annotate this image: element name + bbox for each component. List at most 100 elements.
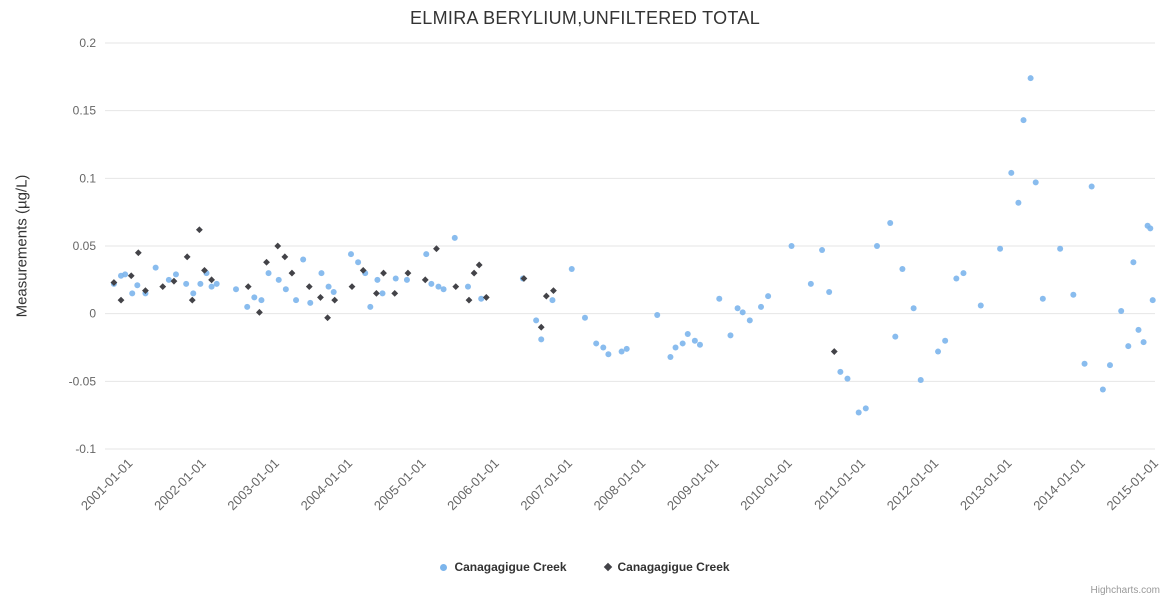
data-point-diamond[interactable] — [288, 269, 296, 277]
data-point-circle[interactable] — [1070, 291, 1077, 298]
data-point-circle[interactable] — [183, 280, 190, 287]
data-point-circle[interactable] — [887, 219, 894, 226]
data-point-diamond[interactable] — [348, 283, 356, 290]
data-point-diamond[interactable] — [188, 296, 196, 304]
data-point-diamond[interactable] — [542, 292, 550, 300]
data-point-diamond[interactable] — [201, 266, 208, 274]
data-point-diamond[interactable] — [452, 283, 460, 290]
data-point-diamond[interactable] — [305, 283, 313, 290]
data-point-circle[interactable] — [819, 247, 826, 254]
data-point-circle[interactable] — [727, 332, 734, 339]
data-point-diamond[interactable] — [550, 287, 557, 295]
data-point-circle[interactable] — [435, 283, 442, 290]
data-point-circle[interactable] — [190, 290, 197, 297]
data-point-diamond[interactable] — [159, 283, 167, 290]
data-point-circle[interactable] — [788, 243, 795, 249]
data-point-circle[interactable] — [746, 317, 753, 324]
data-point-circle[interactable] — [1135, 326, 1142, 333]
data-point-diamond[interactable] — [142, 287, 149, 295]
data-point-circle[interactable] — [618, 348, 625, 355]
data-point-circle[interactable] — [134, 282, 141, 289]
data-point-circle[interactable] — [716, 295, 723, 302]
data-point-circle[interactable] — [1008, 169, 1015, 176]
data-point-circle[interactable] — [684, 330, 691, 337]
data-point-circle[interactable] — [129, 290, 136, 297]
data-point-diamond[interactable] — [127, 272, 135, 280]
data-point-circle[interactable] — [910, 305, 917, 312]
data-point-circle[interactable] — [379, 290, 386, 297]
data-point-circle[interactable] — [213, 280, 220, 287]
data-point-circle[interactable] — [423, 251, 430, 258]
data-point-circle[interactable] — [1015, 199, 1022, 206]
data-point-circle[interactable] — [953, 275, 960, 282]
data-point-diamond[interactable] — [380, 269, 387, 277]
data-point-circle[interactable] — [152, 264, 159, 271]
data-point-circle[interactable] — [826, 289, 833, 296]
data-point-circle[interactable] — [244, 303, 251, 310]
data-point-circle[interactable] — [1081, 360, 1088, 367]
data-point-circle[interactable] — [307, 299, 314, 306]
data-point-circle[interactable] — [807, 280, 814, 287]
data-point-diamond[interactable] — [183, 253, 191, 261]
data-point-circle[interactable] — [1027, 75, 1034, 82]
data-point-circle[interactable] — [862, 405, 869, 412]
data-point-circle[interactable] — [367, 303, 374, 310]
data-point-circle[interactable] — [533, 317, 540, 324]
data-point-circle[interactable] — [374, 276, 381, 283]
data-point-circle[interactable] — [581, 314, 588, 321]
data-point-circle[interactable] — [440, 286, 447, 293]
highcharts-credits[interactable]: Highcharts.com — [1090, 585, 1160, 596]
data-point-circle[interactable] — [300, 256, 307, 263]
data-point-diamond[interactable] — [404, 269, 412, 277]
data-point-circle[interactable] — [899, 266, 906, 273]
data-point-diamond[interactable] — [359, 266, 367, 274]
data-point-circle[interactable] — [623, 345, 630, 352]
data-point-diamond[interactable] — [324, 314, 331, 322]
data-point-circle[interactable] — [451, 234, 458, 241]
data-point-circle[interactable] — [873, 243, 880, 249]
data-point-circle[interactable] — [1125, 343, 1132, 350]
data-point-circle[interactable] — [251, 294, 258, 301]
data-point-circle[interactable] — [1088, 183, 1095, 190]
data-point-circle[interactable] — [892, 333, 899, 340]
data-point-circle[interactable] — [275, 276, 282, 283]
data-point-circle[interactable] — [1149, 297, 1156, 304]
data-point-diamond[interactable] — [475, 261, 483, 269]
data-point-diamond[interactable] — [244, 283, 252, 290]
legend-item-canagagigue-circle[interactable]: Canagagigue Creek — [440, 560, 567, 574]
data-point-circle[interactable] — [347, 251, 354, 258]
data-point-circle[interactable] — [1106, 362, 1113, 369]
data-point-circle[interactable] — [654, 312, 661, 319]
data-point-circle[interactable] — [837, 368, 844, 375]
data-point-diamond[interactable] — [470, 269, 478, 277]
data-point-diamond[interactable] — [317, 294, 324, 301]
data-point-circle[interactable] — [672, 344, 679, 351]
data-point-circle[interactable] — [935, 348, 942, 355]
data-point-circle[interactable] — [464, 283, 471, 290]
data-point-circle[interactable] — [667, 353, 674, 360]
data-point-circle[interactable] — [1020, 117, 1027, 124]
data-point-circle[interactable] — [258, 297, 265, 304]
data-point-circle[interactable] — [977, 302, 984, 309]
data-point-circle[interactable] — [293, 297, 300, 304]
data-point-diamond[interactable] — [465, 296, 473, 304]
data-point-diamond[interactable] — [391, 289, 399, 297]
data-point-circle[interactable] — [1140, 339, 1147, 346]
data-point-circle[interactable] — [600, 344, 607, 351]
data-point-circle[interactable] — [172, 271, 179, 278]
data-point-circle[interactable] — [1032, 179, 1039, 186]
data-point-circle[interactable] — [265, 270, 272, 277]
data-point-circle[interactable] — [855, 409, 862, 416]
data-point-circle[interactable] — [197, 280, 204, 287]
data-point-circle[interactable] — [696, 341, 703, 348]
data-point-circle[interactable] — [549, 297, 556, 304]
data-point-circle[interactable] — [122, 271, 129, 278]
data-point-diamond[interactable] — [482, 294, 490, 301]
data-point-diamond[interactable] — [263, 258, 270, 266]
data-point-circle[interactable] — [593, 340, 600, 347]
data-point-circle[interactable] — [1130, 259, 1137, 266]
data-point-circle[interactable] — [318, 270, 325, 277]
data-point-circle[interactable] — [1099, 386, 1106, 393]
data-point-circle[interactable] — [997, 245, 1004, 252]
data-point-circle[interactable] — [403, 276, 410, 283]
